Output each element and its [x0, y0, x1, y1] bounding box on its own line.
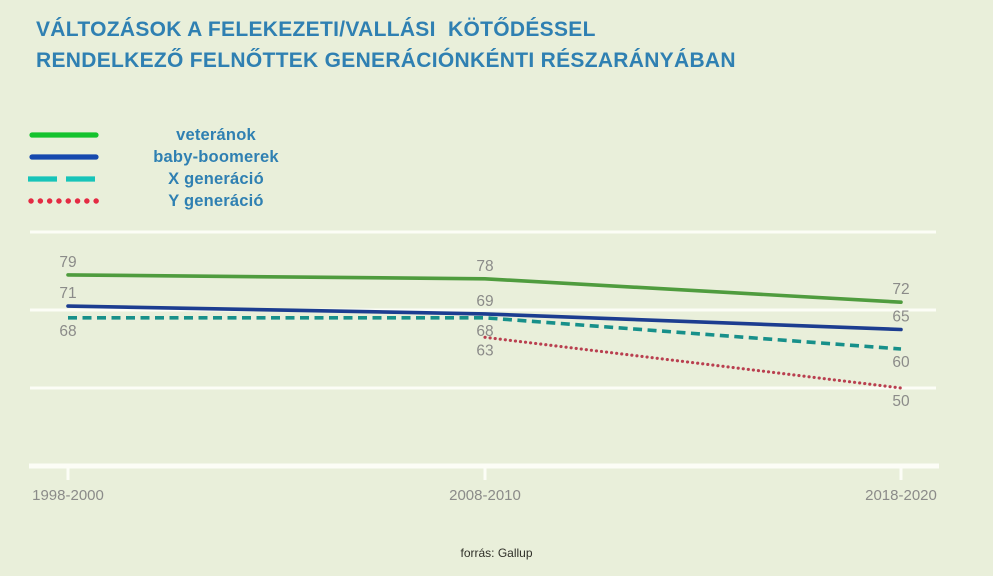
series-line-veter-nok — [66, 273, 903, 304]
x-axis-label: 2008-2010 — [449, 487, 521, 504]
title-line-2: RENDELKEZŐ FELNŐTTEK GENERÁCIÓNKÉNTI RÉS… — [36, 49, 736, 72]
legend-item-y-gener-ci-: Y generáció — [28, 190, 332, 212]
x-axis-label: 1998-2000 — [32, 487, 104, 504]
data-label-baby-boomerek-0: 71 — [59, 285, 76, 302]
data-label-veter-nok-0: 79 — [59, 254, 76, 271]
series-line-y-gener-ci- — [483, 335, 903, 390]
legend-label: baby-boomerek — [153, 147, 279, 166]
legend-swatch-solid-icon — [29, 154, 99, 160]
legend: veteránok baby-boomerek X generáció Y gener… — [28, 124, 332, 212]
data-label-x-gener-ci--2: 60 — [892, 354, 910, 371]
data-label-y-gener-ci--1: 63 — [476, 342, 493, 359]
data-label-x-gener-ci--1: 68 — [476, 323, 493, 340]
series-line-x-gener-ci- — [68, 316, 902, 351]
legend-label: Y generáció — [168, 191, 264, 210]
page-title: VÁLTOZÁSOK A FELEKEZETI/VALLÁSI KÖTŐDÉSS… — [36, 14, 736, 76]
data-label-x-gener-ci--0: 68 — [59, 323, 76, 340]
legend-label: X generáció — [168, 169, 264, 188]
legend-item-veter-nok: veteránok — [28, 124, 332, 146]
series-line-baby-boomerek — [66, 304, 903, 332]
legend-swatch-dashed-icon — [28, 176, 97, 182]
legend-item-baby-boomerek: baby-boomerek — [28, 146, 332, 168]
legend-item-x-gener-ci-: X generáció — [28, 168, 332, 190]
data-label-y-gener-ci--2: 50 — [892, 393, 910, 410]
legend-label: veteránok — [176, 125, 256, 144]
source-caption: forrás: Gallup — [460, 546, 533, 560]
title-line-1: VÁLTOZÁSOK A FELEKEZETI/VALLÁSI KÖTŐDÉSS… — [36, 18, 596, 41]
legend-swatch-solid-icon — [29, 132, 99, 138]
x-axis-label: 2018-2020 — [865, 487, 937, 504]
legend-swatch-dotted-icon — [28, 198, 100, 204]
data-label-veter-nok-2: 72 — [892, 281, 909, 298]
data-label-baby-boomerek-2: 65 — [892, 309, 909, 326]
data-label-baby-boomerek-1: 69 — [476, 293, 493, 310]
data-label-veter-nok-1: 78 — [476, 258, 493, 275]
